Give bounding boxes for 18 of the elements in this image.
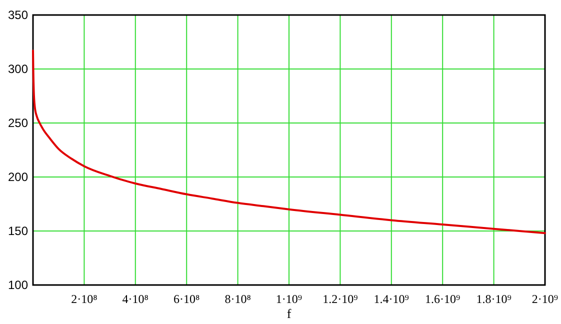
y-tick-label: 250 <box>8 116 28 130</box>
x-tick-label: 1.4·10⁹ <box>374 292 409 306</box>
x-tick-label: 2·10⁹ <box>532 292 558 306</box>
x-tick-label: 6·10⁸ <box>174 292 200 306</box>
y-tick-label: 200 <box>8 170 28 184</box>
x-tick-label: 1.8·10⁹ <box>476 292 512 306</box>
y-tick-label: 300 <box>8 62 28 76</box>
x-tick-label: 1·10⁹ <box>276 292 302 306</box>
y-tick-label: 350 <box>8 8 28 22</box>
line-series <box>32 50 546 234</box>
x-axis-title: f <box>286 306 292 321</box>
x-tick-label: 2·10⁸ <box>71 292 98 306</box>
x-tick-label: 4·10⁸ <box>122 292 148 306</box>
x-tick-label: 1.6·10⁹ <box>425 292 460 306</box>
x-tick-label: 8·10⁸ <box>224 292 251 306</box>
y-tick-label: 150 <box>8 224 28 238</box>
y-tick-label: 100 <box>8 278 28 292</box>
x-tick-label: 1.2·10⁹ <box>322 292 358 306</box>
